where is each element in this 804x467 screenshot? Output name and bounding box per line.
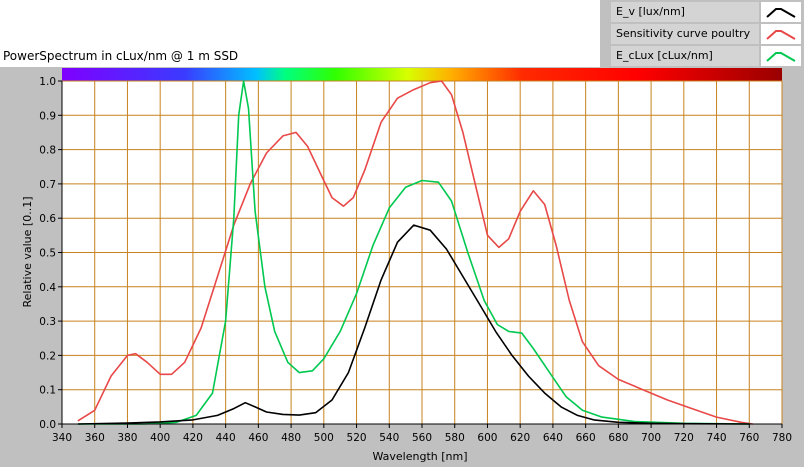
legend-item-ev[interactable]: E_v [lux/nm] [611, 2, 804, 22]
x-tick-label: 480 [281, 432, 301, 444]
x-tick-label: 760 [739, 432, 759, 444]
legend-line-icon-sensitivity [766, 30, 796, 40]
y-axis-label: Relative value [0..1] [21, 197, 34, 308]
legend-item-sensitivity[interactable]: Sensitivity curve poultry [611, 24, 804, 44]
x-tick-label: 420 [183, 432, 203, 444]
x-axis-label: Wavelength [nm] [372, 450, 467, 463]
x-tick-label: 720 [674, 432, 694, 444]
x-tick-label: 440 [216, 432, 236, 444]
y-tick-label: 0.3 [39, 316, 56, 328]
legend-swatch-sensitivity [761, 24, 801, 44]
x-tick-label: 780 [772, 432, 792, 444]
y-tick-label: 0.9 [39, 110, 56, 122]
x-tick-label: 360 [85, 432, 105, 444]
spectrum-color-bar [62, 68, 782, 81]
series-line-sensitivity [77, 80, 754, 425]
legend-swatch-ecLux [761, 46, 801, 66]
y-tick-label: 0.1 [39, 385, 56, 397]
legend-item-ecLux[interactable]: E_cLux [cLux/nm] [611, 46, 804, 66]
legend: E_v [lux/nm] Sensitivity curve poultry E… [609, 0, 804, 67]
series-layer [77, 80, 754, 425]
legend-label-ev: E_v [lux/nm] [611, 2, 759, 22]
legend-line-icon-ecLux [766, 52, 796, 62]
legend-label-sensitivity: Sensitivity curve poultry [611, 24, 759, 44]
chart-title: PowerSpectrum in cLux/nm @ 1 m SSD [3, 49, 239, 63]
x-tick-label: 520 [347, 432, 367, 444]
legend-swatch-ev [761, 2, 801, 22]
x-tick-label: 340 [52, 432, 72, 444]
y-tick-label: 0.4 [39, 282, 56, 294]
y-tick-label: 0.7 [39, 179, 56, 191]
y-tick-label: 0.0 [39, 419, 56, 431]
x-tick-label: 380 [117, 432, 137, 444]
x-tick-label: 400 [150, 432, 170, 444]
y-tick-labels: 0.0 0.1 0.2 0.3 0.4 0.5 0.6 0.7 0.8 0.9 1.0 [39, 76, 62, 431]
legend-line-icon-ev [766, 8, 796, 18]
legend-label-ecLux: E_cLux [cLux/nm] [611, 46, 759, 66]
title-panel: PowerSpectrum in cLux/nm @ 1 m SSD [0, 0, 600, 67]
series-line-ecLux [77, 80, 751, 425]
series-line-ev [77, 224, 751, 425]
x-tick-label: 680 [608, 432, 628, 444]
x-tick-label: 660 [576, 432, 596, 444]
x-tick-label: 460 [248, 432, 268, 444]
y-tick-label: 0.8 [39, 145, 56, 157]
x-tick-label: 580 [445, 432, 465, 444]
y-tick-label: 0.6 [39, 213, 56, 225]
x-tick-labels: 340 360 380 400 420 440 460 480 500 520 540 560 580 6… [52, 424, 792, 444]
x-tick-label: 500 [314, 432, 334, 444]
x-tick-label: 700 [641, 432, 661, 444]
y-tick-label: 0.2 [39, 350, 56, 362]
y-tick-label: 1.0 [39, 76, 56, 88]
x-tick-label: 620 [510, 432, 530, 444]
x-tick-label: 640 [543, 432, 563, 444]
x-tick-label: 560 [412, 432, 432, 444]
x-tick-label: 740 [707, 432, 727, 444]
x-tick-label: 540 [379, 432, 399, 444]
x-tick-label: 600 [477, 432, 497, 444]
y-tick-label: 0.5 [39, 248, 56, 260]
